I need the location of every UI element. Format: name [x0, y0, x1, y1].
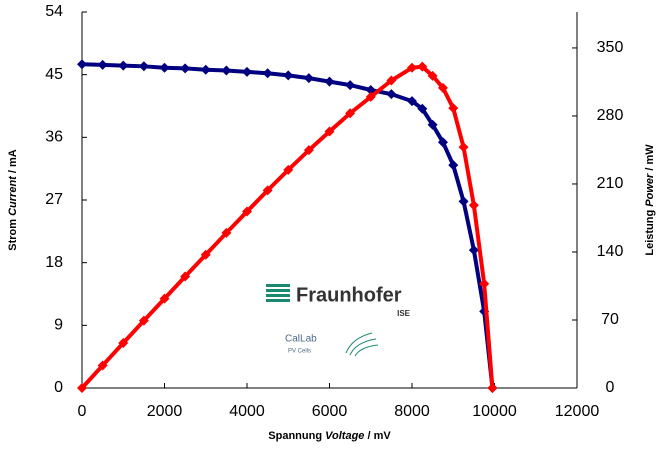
- x-axis-title: Spannung Voltage / mV: [268, 430, 391, 442]
- logo: Fraunhofer ISE CalLab PV Cells: [266, 284, 411, 357]
- x-tick-label: 4000: [229, 403, 265, 420]
- data-point: [448, 160, 459, 171]
- data-point: [468, 245, 479, 256]
- logo-lab-sub: PV Cells: [288, 349, 311, 355]
- x-tick-label: 2000: [147, 403, 183, 420]
- y2-tick-label: 350: [597, 39, 624, 56]
- data-point: [386, 89, 397, 100]
- data-point: [200, 64, 211, 75]
- data-point: [407, 96, 417, 107]
- data-point: [458, 142, 469, 153]
- y-axis-title-part: / mA: [7, 149, 19, 176]
- y2-tick-label: 0: [606, 379, 615, 396]
- y2-tick-label: 140: [597, 243, 624, 260]
- data-point: [262, 185, 273, 196]
- y2-tick-label: 280: [597, 107, 624, 124]
- data-point: [180, 271, 191, 282]
- y-tick-label: 54: [45, 3, 63, 20]
- data-point: [118, 338, 129, 349]
- data-point: [283, 164, 294, 175]
- x-axis-title-part: Spannung: [268, 430, 322, 442]
- data-point: [97, 59, 108, 70]
- data-point: [417, 61, 428, 72]
- data-point: [180, 63, 191, 74]
- logo-lab: CalLab: [285, 334, 317, 345]
- x-tick-label: 6000: [312, 403, 348, 420]
- data-point: [386, 75, 397, 86]
- data-point: [221, 227, 232, 238]
- data-point: [159, 62, 170, 73]
- data-point: [97, 360, 108, 371]
- data-point: [262, 68, 273, 79]
- y-axis-title-part: Current: [7, 175, 19, 219]
- data-point: [479, 278, 490, 289]
- y-tick-label: 18: [45, 254, 63, 271]
- data-point: [77, 59, 87, 70]
- logo-name: Fraunhofer: [296, 284, 402, 306]
- data-point: [458, 196, 469, 207]
- data-point: [283, 70, 294, 81]
- y-axis-title: Strom Current / mA: [7, 149, 19, 251]
- x-tick-label: 10000: [472, 403, 517, 420]
- data-point: [427, 70, 438, 81]
- data-point: [427, 119, 438, 130]
- y2-tick-label: 210: [597, 175, 624, 192]
- y2-tick-label: 70: [601, 311, 619, 328]
- data-point: [221, 65, 232, 76]
- data-point: [448, 103, 459, 114]
- data-point: [487, 383, 498, 393]
- data-point: [345, 80, 356, 91]
- x-tick-label: 12000: [555, 403, 600, 420]
- y2-axis-title-part: / mW: [644, 144, 656, 174]
- data-point: [138, 315, 149, 326]
- data-point: [242, 206, 252, 217]
- data-point: [468, 200, 479, 211]
- data-point: [200, 249, 211, 260]
- data-point: [77, 383, 87, 393]
- y-tick-label: 9: [54, 317, 63, 334]
- data-point: [242, 66, 252, 77]
- data-point: [417, 103, 428, 114]
- y2-axis-title-part: Leistung: [644, 210, 656, 256]
- data-point: [437, 82, 448, 93]
- data-point: [303, 145, 314, 156]
- x-axis-title-part: / mV: [364, 430, 391, 442]
- y2-axis-title: Leistung Power / mW: [644, 144, 656, 256]
- data-point: [437, 137, 448, 148]
- data-point: [365, 91, 376, 102]
- y2-axis-title-part: Power: [644, 173, 656, 210]
- data-point: [303, 73, 314, 84]
- y-tick-label: 45: [45, 66, 63, 83]
- x-tick-label: 8000: [394, 403, 430, 420]
- logo-unit: ISE: [397, 309, 411, 318]
- data-point: [407, 62, 417, 73]
- x-tick-label: 0: [78, 403, 87, 420]
- data-point: [118, 60, 129, 71]
- data-point: [324, 126, 335, 137]
- y-tick-label: 27: [45, 191, 63, 208]
- data-point: [138, 61, 149, 72]
- y-tick-label: 0: [54, 379, 63, 396]
- x-axis-title-part: Voltage: [322, 430, 364, 442]
- y-axis-title-part: Strom: [7, 219, 19, 251]
- y-tick-label: 36: [45, 129, 63, 146]
- data-point: [345, 108, 356, 119]
- data-point: [159, 293, 170, 304]
- data-point: [324, 76, 335, 87]
